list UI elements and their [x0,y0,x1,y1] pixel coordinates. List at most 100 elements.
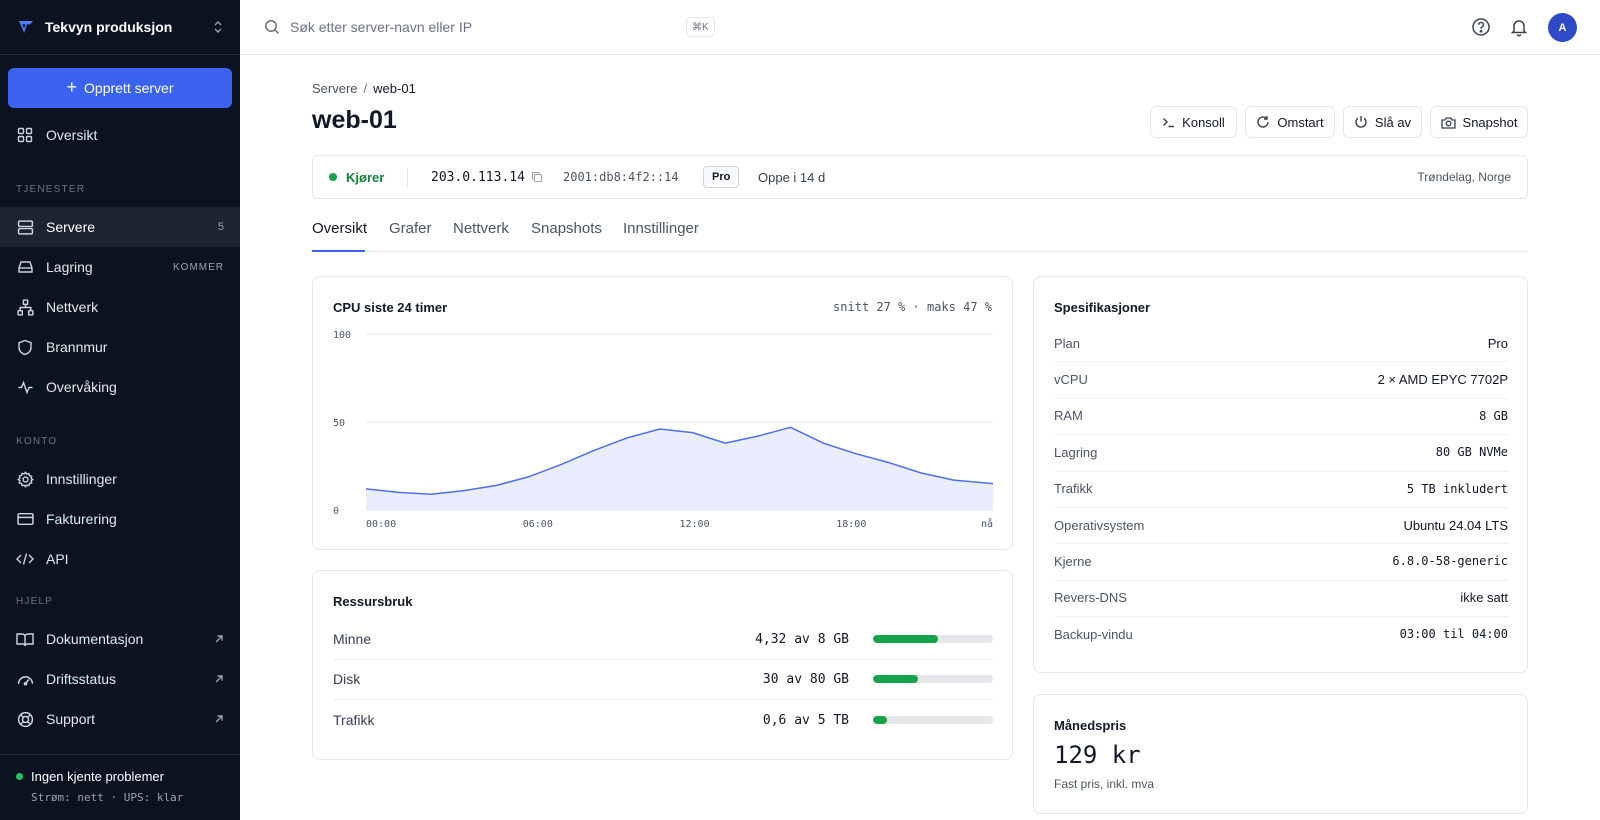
section-label-account: KONTO [16,436,58,447]
sidebar-item-label: Servere [46,219,96,235]
spec-key: RAM [1054,408,1083,424]
spec-value: 03:00 til 04:00 [1399,627,1508,642]
breadcrumb-link-servers[interactable]: Servere [312,81,358,96]
divider [1054,397,1508,399]
resource-bar [873,635,993,643]
search-shortcut-hint: ⌘K [686,17,715,37]
run-state-label: Kjører [346,169,385,185]
resource-label: Minne [333,631,372,647]
x-tick-label: nå [981,517,993,530]
tab-graphs[interactable]: Grafer [389,220,432,237]
plan-badge: Pro [703,166,740,188]
price-card: Månedspris 129 kr Fast pris, inkl. mva [1033,694,1528,814]
snapshot-button[interactable]: Snapshot [1430,106,1528,138]
divider [1054,543,1508,545]
create-server-label: Opprett server [84,80,174,96]
divider [333,699,993,700]
spec-row: Trafikk 5 TB inkludert [1054,471,1508,507]
resource-label: Trafikk [333,712,375,728]
section-label-help: HJELP [16,596,54,607]
cpu-card-title: CPU siste 24 timer [333,300,448,315]
sidebar-item-api[interactable]: API [0,539,240,579]
sidebar-item-settings[interactable]: Innstillinger [0,459,240,499]
restart-button-label: Omstart [1277,114,1324,130]
search-icon [264,19,280,35]
y-tick-label: 0 [333,506,339,517]
resource-bar-fill [873,635,938,643]
sidebar-item-label: Overvåking [46,379,117,395]
spec-row: vCPU 2 × AMD EPYC 7702P [1054,361,1508,397]
resource-usage-card: Ressursbruk Minne 4,32 av 8 GB Disk 30 a… [312,570,1013,760]
restart-button[interactable]: Omstart [1245,106,1335,138]
spec-key: Kjerne [1054,553,1092,569]
spec-row: Lagring 80 GB NVMe [1054,434,1508,470]
external-link-icon [214,634,224,644]
tab-network[interactable]: Nettverk [453,220,509,237]
copy-icon[interactable] [531,171,543,183]
activity-icon [16,378,34,396]
sidebar-item-storage[interactable]: Lagring KOMMER [0,247,240,287]
status-gauge-icon [16,670,34,688]
plus-icon: + [66,77,78,97]
network-icon [16,298,34,316]
system-status: Ingen kjente problemer Strøm: nett · UPS… [0,754,240,804]
monthly-price: 129 kr [1054,741,1141,769]
tab-snapshots[interactable]: Snapshots [531,220,602,237]
power-off-button[interactable]: Slå av [1343,106,1422,138]
spec-row: Operativsystem Ubuntu 24.04 LTS [1054,507,1508,543]
sidebar-item-label: Brannmur [46,339,108,355]
lifebuoy-icon [16,710,34,728]
running-dot [329,173,337,181]
create-server-button[interactable]: + Opprett server [8,68,232,108]
sidebar-item-support[interactable]: Support [0,699,240,739]
sidebar-item-monitoring[interactable]: Overvåking [0,367,240,407]
org-name: Tekvyn produksjon [45,19,173,35]
brand-logo-icon [18,19,34,35]
snapshot-button-label: Snapshot [1462,114,1518,130]
servers-count-badge: 5 [217,221,224,233]
divider [1054,361,1508,363]
gear-icon [16,470,34,488]
divider [407,168,408,188]
spec-key: Lagring [1054,444,1098,460]
y-tick-label: 100 [333,330,351,341]
active-tab-indicator [312,250,365,252]
sidebar-item-billing[interactable]: Fakturering [0,499,240,539]
org-switcher[interactable]: Tekvyn produksjon [0,0,240,55]
camera-icon [1440,116,1456,129]
power-icon [1354,115,1368,129]
resource-bar [873,716,993,724]
sidebar-item-label: Oversikt [46,127,98,143]
avatar[interactable]: A [1548,13,1577,42]
coming-soon-badge: KOMMER [173,261,224,273]
y-tick-label: 50 [333,418,345,429]
sidebar-item-firewall[interactable]: Brannmur [0,327,240,367]
chevron-up-down-icon [212,20,224,34]
external-link-icon [214,674,224,684]
search-input[interactable] [290,14,670,40]
spec-key: Revers-DNS [1054,590,1127,606]
resource-value: 30 av 80 GB [762,671,849,687]
spec-key: vCPU [1054,371,1088,387]
help-icon[interactable] [1471,17,1491,37]
spec-row: Revers-DNS ikke satt [1054,580,1508,616]
sidebar-item-docs[interactable]: Dokumentasjon [0,619,240,659]
sidebar-item-network[interactable]: Nettverk [0,287,240,327]
tab-settings[interactable]: Innstillinger [623,220,699,237]
sidebar-item-label: Driftsstatus [46,671,117,687]
sidebar-item-status[interactable]: Driftsstatus [0,659,240,699]
server-status-bar: Kjører 203.0.113.14 2001:db8:4f2::14 Pro… [312,155,1528,199]
code-icon [16,550,34,568]
sidebar-item-overview[interactable]: Oversikt [0,115,240,155]
sidebar-item-label: Nettverk [46,299,99,315]
book-icon [16,630,34,648]
console-button-label: Konsoll [1182,114,1225,130]
bell-icon[interactable] [1509,17,1529,37]
specs-card: Spesifikasjoner Plan Pro vCPU 2 × AMD EPYC … [1033,276,1528,673]
ipv6-address: 2001:db8:4f2::14 [563,170,679,184]
price-note: Fast pris, inkl. mva [1054,777,1155,791]
breadcrumb-current: web-01 [373,81,416,96]
tab-overview[interactable]: Oversikt [312,220,368,237]
sidebar-item-servers[interactable]: Servere 5 [0,207,240,247]
console-button[interactable]: Konsoll [1150,106,1237,138]
